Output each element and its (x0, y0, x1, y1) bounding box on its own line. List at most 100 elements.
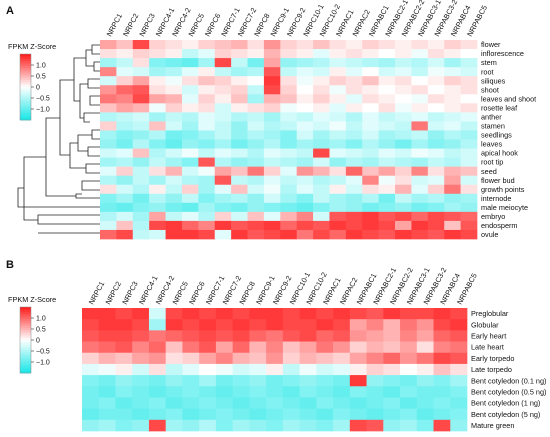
heatmap-b-cell-r9-c20 (416, 408, 434, 421)
heatmap-b-cell-r6-c2 (115, 375, 133, 387)
heatmap-b-cell-r9-c3 (132, 408, 150, 421)
heatmap-a-cell-r18-c11 (280, 202, 298, 213)
heatmap-b-cell-r4-c13 (299, 352, 317, 365)
heatmap-b-cell-r4-c2 (115, 352, 133, 365)
color-key-a-gradient-step (20, 68, 31, 71)
heatmap-a-cell-r8-c21 (444, 112, 461, 122)
heatmap-a-cell-r12-c20 (427, 148, 445, 158)
heatmap-a-cell-r5-c22 (460, 85, 478, 95)
heatmap-a-cell-r0-c22 (460, 40, 478, 50)
heatmap-a-cell-r1-c17 (378, 49, 396, 59)
heatmap-a-cell-r3-c5 (181, 67, 199, 77)
heatmap-a-cell-r18-c16 (362, 202, 379, 213)
color-key-b-gradient-step (20, 351, 31, 355)
heatmap-a-cell-r6-c21 (444, 94, 461, 104)
color-key-b-gradient-step (20, 342, 31, 346)
heatmap-a-cell-r4-c17 (378, 76, 396, 86)
heatmap-a-cell-r17-c3 (149, 193, 166, 204)
heatmap-a-row-label: apical hook (481, 149, 518, 158)
heatmap-a-cell-r0-c14 (329, 40, 347, 50)
heatmap-a-cell-r13-c8 (231, 157, 248, 167)
heatmap-a-cell-r9-c16 (362, 121, 379, 131)
heatmap-a-cell-r5-c20 (427, 85, 445, 95)
heatmap-a-cell-r4-c5 (181, 76, 199, 86)
heatmap-a-cell-r1-c22 (460, 49, 478, 59)
color-key-b-gradient-step (20, 318, 31, 322)
heatmap-a-cell-r18-c9 (247, 202, 265, 213)
heatmap-b-cell-r10-c8 (215, 419, 233, 432)
heatmap-a-cell-r20-c11 (280, 220, 298, 231)
heatmap-a-cell-r17-c1 (116, 193, 134, 204)
heatmap-a-cell-r0-c12 (296, 40, 314, 50)
heatmap-a-cell-r1-c15 (345, 49, 363, 59)
heatmap-b-cell-r7-c9 (232, 386, 250, 398)
heatmap-a-cell-r10-c21 (444, 130, 461, 140)
heatmap-a-cell-r10-c4 (165, 130, 183, 140)
heatmap-a-cell-r8-c4 (165, 112, 183, 122)
heatmap-a-cell-r11-c8 (231, 139, 248, 149)
color-key-b-gradient-step (20, 316, 31, 320)
heatmap-b-cell-r7-c18 (383, 386, 401, 398)
heatmap-b-cell-r9-c6 (182, 408, 200, 421)
heatmap-a-cell-r19-c2 (132, 211, 150, 222)
heatmap-a-cell-r18-c20 (427, 202, 445, 213)
heatmap-b-cell-r8-c1 (98, 397, 116, 409)
heatmap-a-cell-r13-c4 (165, 157, 183, 167)
heatmap-b-cell-r10-c22 (450, 419, 468, 432)
heatmap-b-cell-r2-c22 (450, 330, 468, 342)
heatmap-b-cell-r1-c9 (232, 319, 250, 331)
heatmap-a-cell-r2-c7 (214, 58, 232, 68)
heatmap-b-cell-r0-c4 (148, 308, 167, 320)
heatmap-b-cell-r9-c18 (383, 408, 401, 421)
heatmap-b-cell-r9-c7 (199, 408, 217, 421)
heatmap-b-cell-r4-c16 (349, 352, 367, 365)
heatmap-b-cell-r8-c7 (199, 397, 217, 409)
heatmap-a-cell-r13-c6 (198, 157, 216, 167)
color-key-a-gradient-step (20, 87, 31, 90)
heatmap-b-cell-r5-c21 (433, 363, 451, 376)
heatmap-b-cell-r7-c6 (182, 386, 200, 398)
heatmap-a-cell-r0-c19 (411, 40, 429, 50)
heatmap-a-cell-r20-c17 (378, 220, 396, 231)
heatmap-a-row-label: flower bud (481, 176, 515, 185)
heatmap-b-cell-r7-c0 (82, 386, 100, 398)
heatmap-a-cell-r6-c16 (362, 94, 379, 104)
color-key-b-gradient-step (20, 328, 31, 331)
heatmap-a-cell-r5-c7 (214, 85, 232, 95)
heatmap-a-cell-r1-c0 (100, 49, 117, 59)
heatmap-a-cell-r14-c1 (116, 166, 134, 177)
heatmap-b-cell-r7-c2 (115, 386, 133, 398)
heatmap-b-cell-r4-c5 (165, 352, 183, 365)
heatmap-b-cell-r6-c6 (182, 375, 200, 387)
heatmap-a-cell-r4-c8 (231, 76, 248, 86)
heatmap-a-cell-r10-c7 (214, 130, 232, 140)
heatmap-a-cell-r15-c9 (247, 175, 265, 186)
heatmap-a-row-label: leaves and shoot (481, 94, 536, 103)
heatmap-a-cell-r14-c8 (231, 166, 248, 177)
heatmap-a-cell-r8-c6 (198, 112, 216, 122)
color-key-a: FPKM Z-Score 1.0 0.5 0 −0.5 −1.0 (8, 42, 56, 121)
heatmap-b-cell-r4-c3 (132, 352, 150, 365)
heatmap-a-cell-r21-c6 (198, 229, 216, 240)
heatmap-b-cell-r5-c4 (148, 363, 167, 376)
heatmap-a-cell-r18-c22 (460, 202, 478, 213)
heatmap-b-cell-r5-c5 (165, 363, 183, 376)
color-key-b-gradient-step (20, 325, 31, 329)
heatmap-b-cell-r6-c19 (400, 375, 418, 387)
heatmap-a-cell-r11-c13 (313, 139, 330, 149)
heatmap-b-cell-r3-c7 (199, 341, 217, 354)
heatmap-a-cell-r21-c11 (280, 229, 298, 240)
color-key-a-tick-label: 0 (36, 84, 40, 91)
heatmap-b-cell-r5-c14 (316, 363, 334, 376)
heatmap-a-cell-r9-c10 (263, 121, 281, 131)
heatmap-a-cell-r17-c20 (427, 193, 445, 204)
heatmap-b-cell-r6-c10 (249, 375, 267, 387)
heatmap-a-cell-r1-c20 (427, 49, 445, 59)
heatmap-b-cell-r2-c6 (182, 330, 200, 342)
heatmap-a-cell-r4-c1 (116, 76, 134, 86)
heatmap-a-cell-r19-c16 (362, 211, 379, 222)
heatmap-a-cell-r16-c2 (132, 184, 150, 195)
heatmap-a-cell-r12-c22 (460, 148, 478, 158)
heatmap-a-cell-r7-c7 (214, 103, 232, 113)
